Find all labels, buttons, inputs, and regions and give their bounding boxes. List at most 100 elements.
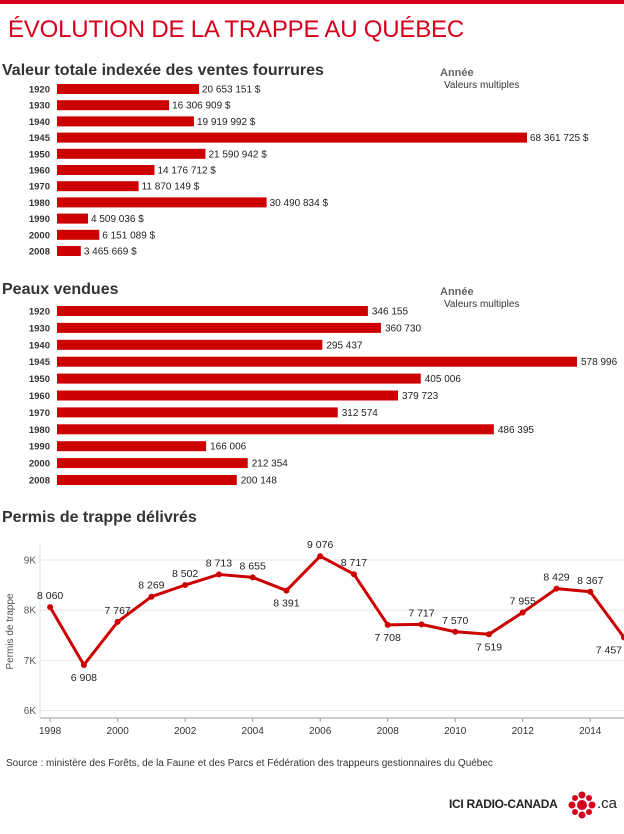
pelts-value-label: 405 006 xyxy=(425,374,462,385)
pelts-year-label: 2000 xyxy=(29,459,50,470)
sales-year-label: 1945 xyxy=(29,133,51,144)
sales-value-label: 68 361 725 $ xyxy=(530,133,589,144)
sales-year-label: 1930 xyxy=(29,101,50,112)
sales-bar xyxy=(57,246,81,256)
sales-legend-subtitle: Valeurs multiples xyxy=(444,80,520,91)
sales-value-label: 3 465 669 $ xyxy=(84,247,137,258)
permits-value-label: 8 269 xyxy=(138,580,164,592)
permits-point xyxy=(182,582,189,589)
sales-bar xyxy=(57,197,267,208)
permits-point xyxy=(317,553,324,560)
permits-x-tick-label: 1998 xyxy=(39,726,62,737)
pelts-bar xyxy=(57,373,421,384)
permits-point xyxy=(283,587,290,594)
permits-point xyxy=(80,661,87,668)
radio-canada-gem-icon[interactable] xyxy=(568,791,596,819)
pelts-year-label: 1930 xyxy=(29,323,50,334)
pelts-year-label: 1950 xyxy=(29,374,50,385)
sales-legend-title: Année xyxy=(440,67,474,79)
pelts-value-label: 200 148 xyxy=(241,476,278,487)
radio-canada-logo-text: ICI RADIO-CANADA xyxy=(449,797,558,811)
permits-x-tick-label: 2014 xyxy=(579,726,602,737)
permits-value-label: 8 713 xyxy=(206,557,232,569)
sales-value-label: 21 590 942 $ xyxy=(208,149,267,160)
permits-y-tick-label: 8K xyxy=(24,606,37,617)
sales-bar xyxy=(57,181,139,192)
sales-value-label: 14 176 712 $ xyxy=(157,166,216,177)
pelts-bar xyxy=(57,475,237,485)
sales-bar-chart: 1920 20 653 151 $ 1930 16 306 909 $ 1940 19 9… xyxy=(29,84,589,258)
sales-value-label: 11 870 149 $ xyxy=(142,182,200,193)
permits-value-label: 7 708 xyxy=(375,632,401,644)
permits-value-label: 8 060 xyxy=(37,590,63,602)
permits-point xyxy=(621,634,624,641)
permits-line-chart: 6K 7K 8K 9K 1998 2000 2002 2004 2006 2008 2010 2012… xyxy=(5,539,624,737)
sales-bar xyxy=(57,84,199,94)
top-accent-bar xyxy=(0,0,624,4)
pelts-value-label: 379 723 xyxy=(402,391,439,402)
permits-y-tick-label: 9K xyxy=(24,556,37,567)
source-note: Source : ministère des Forêts, de la Fau… xyxy=(6,758,493,769)
permits-point xyxy=(47,604,54,611)
sales-bar xyxy=(57,116,194,127)
pelts-bar xyxy=(57,306,368,316)
pelts-value-label: 212 354 xyxy=(252,459,289,470)
pelts-bar xyxy=(57,356,577,367)
permits-point xyxy=(418,621,425,628)
sales-bar xyxy=(57,229,100,240)
permits-point xyxy=(350,571,357,578)
pelts-legend-subtitle: Valeurs multiples xyxy=(444,299,520,310)
permits-x-tick-label: 2002 xyxy=(174,726,197,737)
pelts-year-label: 1980 xyxy=(29,425,50,436)
permits-y-tick-label: 6K xyxy=(24,706,37,717)
permits-x-tick-label: 2006 xyxy=(309,726,332,737)
pelts-legend-title: Année xyxy=(440,286,474,298)
pelts-value-label: 312 574 xyxy=(342,408,379,419)
pelts-value-label: 346 155 xyxy=(372,307,409,318)
radio-canada-logo-suffix: .ca xyxy=(597,795,618,812)
sales-year-label: 1940 xyxy=(29,117,50,128)
permits-value-label: 8 367 xyxy=(577,575,603,587)
permits-point xyxy=(148,593,155,600)
permits-value-label: 7 457 xyxy=(596,644,622,656)
pelts-value-label: 360 730 xyxy=(385,323,422,334)
pelts-bar-chart: 1920 346 155 1930 360 730 1940 295 437 1945 578… xyxy=(29,306,618,487)
pelts-year-label: 1990 xyxy=(29,442,50,453)
permits-x-tick-label: 2010 xyxy=(444,726,467,737)
permits-value-label: 8 717 xyxy=(341,557,367,569)
pelts-chart-title: Peaux vendues xyxy=(2,281,119,298)
sales-bar xyxy=(57,100,170,111)
pelts-bar xyxy=(57,407,338,418)
pelts-year-label: 2008 xyxy=(29,476,50,487)
sales-value-label: 19 919 992 $ xyxy=(197,117,256,128)
permits-value-label: 7 717 xyxy=(408,607,434,619)
permits-point xyxy=(114,618,121,625)
sales-year-label: 1990 xyxy=(29,214,50,225)
permits-value-label: 8 655 xyxy=(240,560,266,572)
permits-point xyxy=(249,574,256,581)
permits-point xyxy=(553,585,560,592)
permits-y-tick-label: 7K xyxy=(24,656,37,667)
page-title: ÉVOLUTION DE LA TRAPPE AU QUÉBEC xyxy=(8,16,464,43)
permits-x-tick-label: 2000 xyxy=(107,726,130,737)
sales-bar xyxy=(57,165,155,175)
sales-value-label: 20 653 151 $ xyxy=(202,85,261,96)
sales-value-label: 16 306 909 $ xyxy=(172,101,231,112)
permits-x-tick-label: 2004 xyxy=(242,726,265,737)
sales-year-label: 2008 xyxy=(29,247,50,258)
permits-y-axis-label: Permis de trappe xyxy=(5,593,16,670)
permits-chart-title: Permis de trappe délivrés xyxy=(2,509,197,526)
sales-bar xyxy=(57,132,527,143)
pelts-bar xyxy=(57,424,494,435)
permits-value-label: 7 955 xyxy=(510,595,536,607)
sales-bar xyxy=(57,213,89,224)
pelts-value-label: 578 996 xyxy=(581,357,618,368)
permits-value-label: 9 076 xyxy=(307,539,333,551)
sales-chart-title: Valeur totale indexée des ventes fourrur… xyxy=(2,62,324,79)
pelts-year-label: 1945 xyxy=(29,357,51,368)
sales-value-label: 4 509 036 $ xyxy=(91,214,144,225)
pelts-bar xyxy=(57,322,381,333)
permits-value-label: 7 767 xyxy=(105,605,131,617)
pelts-value-label: 166 006 xyxy=(210,442,247,453)
permits-value-label: 8 502 xyxy=(172,568,198,580)
